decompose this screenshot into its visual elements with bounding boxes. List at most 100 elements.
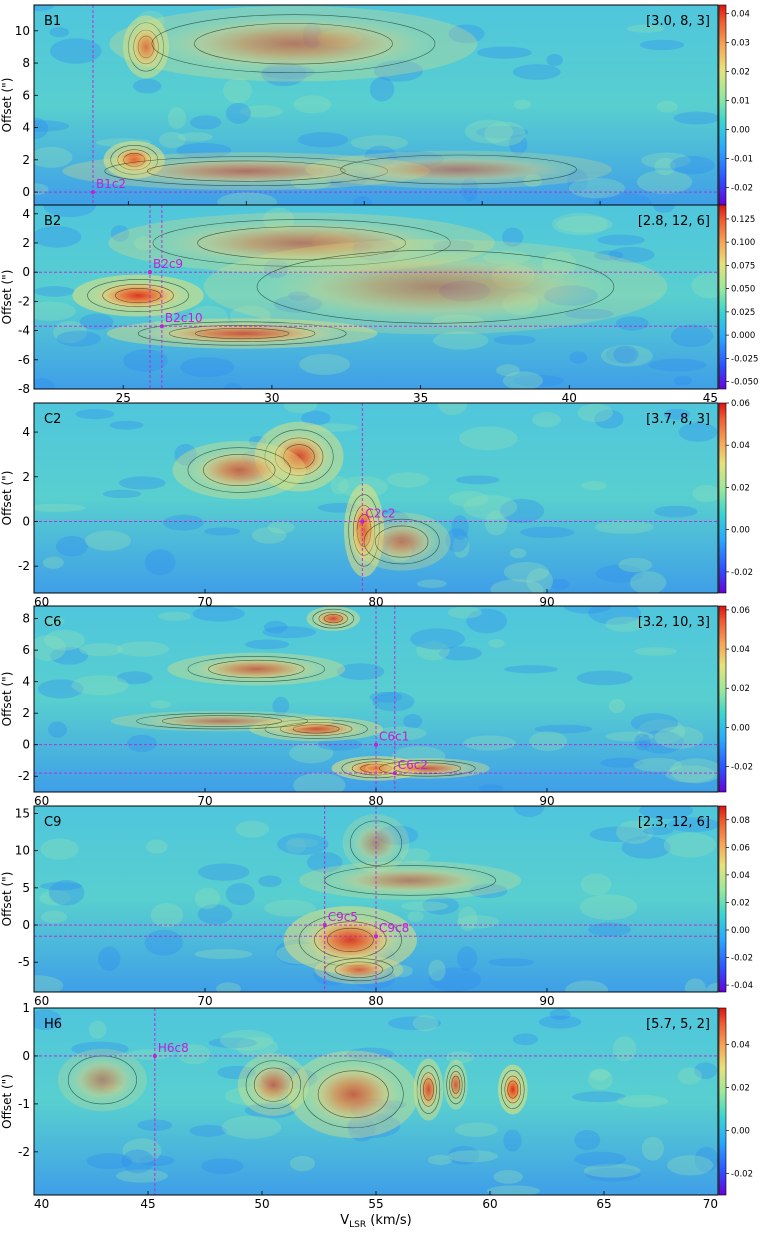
noise-patch: [369, 691, 403, 703]
noise-patch: [513, 374, 565, 387]
noise-patch: [630, 713, 679, 734]
colorbar-gradient: [718, 805, 727, 993]
noise-patch: [86, 1153, 133, 1170]
noise-patch: [579, 894, 638, 920]
noise-patch: [286, 838, 319, 848]
noise-patch: [574, 1129, 601, 1151]
noise-patch: [190, 115, 222, 130]
noise-patch: [263, 621, 288, 634]
noise-patch: [513, 806, 545, 818]
axes-frame: [33, 204, 719, 390]
contour-line: [504, 1075, 522, 1104]
noise-patch: [684, 978, 706, 992]
noise-patch: [502, 371, 543, 389]
panel-c6: C6c1 C6c2 60 70 80 90 8 6 4 2 0 -2 Offset (") C6 [3.2,…: [0, 605, 753, 808]
y-tick-label: 6: [22, 643, 30, 657]
y-tick-label: -2: [18, 1145, 30, 1159]
noise-patch: [580, 873, 612, 896]
x-tick-label: 60: [34, 994, 49, 1008]
colorbar-tick-label: 0.050: [731, 285, 755, 295]
x-tick-label: 60: [482, 1197, 497, 1211]
noise-patch: [299, 353, 351, 375]
colorbar-tick-label: 0.00: [731, 526, 750, 536]
colorbar-gradient: [718, 402, 727, 594]
x-tick-label: 30: [264, 391, 279, 405]
y-axis-label: Offset ("): [0, 672, 14, 727]
contour-line: [187, 447, 291, 493]
colorbar: 0.04 0.03 0.02 0.01 0.00 -0.01 -0.02: [718, 4, 753, 206]
x-tick-label: 65: [596, 1197, 611, 1211]
panel-c9: C9c5 C9c8 60 70 80 90 15 10 5 0 -5 Offset (") C9 [2.3…: [0, 805, 753, 1008]
noise-patch: [428, 959, 446, 982]
noise-patch: [490, 579, 544, 593]
noise-patch: [608, 246, 655, 263]
noise-patch: [484, 510, 508, 536]
noise-patch: [264, 899, 316, 917]
noise-patch: [464, 119, 513, 144]
contour-line: [446, 1065, 466, 1105]
core-marker: [147, 270, 152, 275]
noise-patch: [634, 647, 677, 656]
noise-patch: [656, 100, 678, 113]
core-label: C9c8: [379, 921, 409, 935]
core-label: C6c1: [379, 730, 409, 744]
noise-patch: [493, 335, 536, 345]
core-label: B2c10: [165, 311, 203, 325]
noise-patch: [705, 982, 718, 992]
y-tick-label: 2: [22, 153, 30, 167]
y-tick-label: 2: [22, 706, 30, 720]
noise-patch: [127, 1049, 174, 1060]
noise-patch: [305, 423, 359, 432]
colorbar: 0.125 0.100 0.075 0.050 0.025 0.000 -0.025 -0.0…: [718, 204, 758, 390]
contour-line: [208, 659, 305, 679]
noise-patch: [459, 426, 518, 451]
noise-patch: [568, 177, 625, 199]
colorbar: 0.06 0.04 0.02 0.00 -0.02: [718, 399, 753, 594]
colorbar-tick-label: -0.02: [731, 954, 753, 964]
noise-patch: [678, 422, 718, 442]
colorbar-tick-label: 0.100: [731, 238, 755, 248]
noise-patch: [637, 719, 686, 744]
noise-patch: [293, 95, 332, 114]
noise-patch: [433, 331, 489, 350]
noise-patch: [229, 305, 271, 326]
x-tick-label: 70: [197, 994, 212, 1008]
noise-patch: [245, 639, 290, 650]
noise-patch: [189, 1124, 228, 1137]
contour-line: [420, 1072, 437, 1107]
noise-patch: [34, 377, 55, 389]
contour-line: [87, 279, 189, 312]
noise-patch: [197, 904, 233, 925]
contour-line: [375, 525, 429, 558]
noise-patch: [567, 169, 589, 192]
noise-patch: [197, 863, 250, 881]
noise-patch: [665, 765, 716, 783]
noise-patch: [177, 132, 213, 142]
core-label: C9c5: [328, 910, 358, 924]
noise-patch: [484, 121, 526, 146]
emission-feature: [340, 155, 577, 185]
noise-patch: [79, 313, 114, 330]
noise-patch: [223, 383, 242, 389]
emission-feature: [257, 250, 614, 324]
noise-patch: [451, 515, 469, 541]
noise-patch: [600, 757, 644, 768]
noise-patch: [534, 724, 593, 734]
noise-patch: [577, 403, 613, 423]
noise-patch: [445, 528, 469, 553]
core-label: C6c2: [398, 758, 428, 772]
y-tick-label: 0: [22, 738, 30, 752]
noise-patch: [350, 135, 409, 151]
noise-patch: [122, 349, 168, 372]
colorbar-tick-label: 0.04: [731, 645, 750, 655]
noise-patch: [39, 882, 82, 891]
noise-patch: [478, 784, 504, 792]
noise-patch: [34, 286, 75, 297]
noise-patch: [132, 78, 162, 94]
y-axis-label: Offset ("): [0, 471, 14, 526]
colorbar-tick-label: 0.02: [731, 898, 750, 908]
noise-patch: [691, 272, 718, 299]
noise-patch: [549, 1008, 571, 1020]
panel-label: B1: [44, 14, 61, 29]
